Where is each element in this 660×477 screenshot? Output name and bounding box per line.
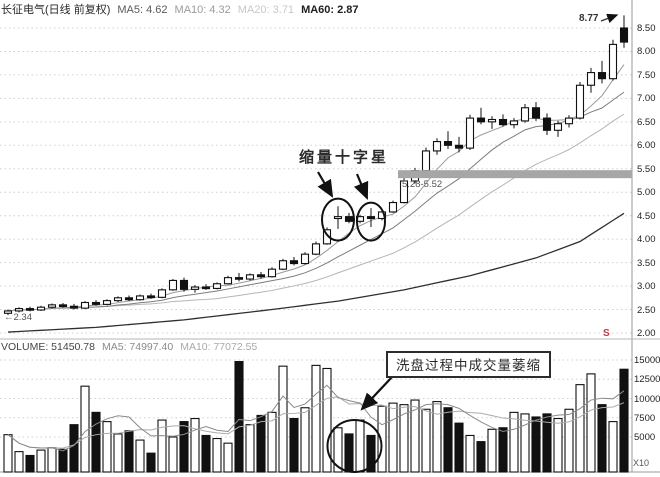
price-axis-tick: 4.50 bbox=[637, 210, 656, 222]
resistance-zone-bar bbox=[398, 170, 632, 179]
price-ma-lines bbox=[7, 64, 625, 333]
price-axis-tick: 8.00 bbox=[637, 46, 656, 58]
price-axis-tick: 6.50 bbox=[637, 116, 656, 128]
price-axis-tick: 7.50 bbox=[637, 69, 656, 81]
volume-axis-tick: 5000 bbox=[634, 432, 656, 443]
ma60-label: MA60: 2.87 bbox=[301, 4, 359, 16]
volume-axis-tick: 15000 bbox=[634, 355, 660, 366]
price-axis-tick: 2.50 bbox=[637, 304, 656, 316]
resistance-zone-label: 5.28-5.52 bbox=[402, 179, 443, 190]
volume-value-label: VOLUME: 51450.78 bbox=[1, 341, 95, 353]
ma10-label: MA10: 4.32 bbox=[174, 4, 231, 16]
volume-unit-label: X10 bbox=[633, 458, 650, 468]
ma20-label: MA20: 3.71 bbox=[237, 4, 295, 16]
volume-ma5-label: MA5: 74997.40 bbox=[101, 341, 174, 353]
price-axis-tick: 8.50 bbox=[637, 23, 656, 34]
washout-annotation-box: 洗盘过程中成交量萎缩 bbox=[386, 351, 551, 378]
price-axis-tick: 6.00 bbox=[637, 140, 656, 152]
price-axis-tick: 5.00 bbox=[637, 187, 656, 199]
price-axis-tick: 2.00 bbox=[637, 328, 656, 339]
high-price-label: 8.77 bbox=[579, 13, 599, 24]
volume-bars bbox=[3, 360, 629, 473]
price-axis-tick: 5.50 bbox=[637, 163, 656, 175]
low-price-label: ←2.34 bbox=[4, 312, 32, 323]
doji-annotation-label: 缩量十字星 bbox=[299, 149, 390, 166]
ma5-label: MA5: 4.62 bbox=[117, 4, 168, 16]
price-axis-tick: 4.00 bbox=[637, 234, 656, 246]
price-axis-tick: 3.00 bbox=[637, 281, 656, 293]
price-header: 长征电气(日线 前复权) MA5: 4.62 MA10: 4.32 MA20: 3.7… bbox=[1, 1, 366, 17]
volume-axis-tick: 12500 bbox=[634, 374, 660, 386]
volume-ma10-label: MA10: 77072.55 bbox=[180, 341, 258, 353]
volume-axis-tick: 7500 bbox=[634, 412, 656, 424]
volume-ma-lines bbox=[7, 384, 625, 452]
price-axis-tick: 3.50 bbox=[637, 257, 656, 269]
sell-signal-marker: S bbox=[603, 328, 610, 339]
stock-title: 长征电气(日线 前复权) bbox=[1, 4, 111, 16]
volume-axis-tick: 10000 bbox=[634, 393, 660, 405]
annotation-shapes bbox=[317, 13, 619, 473]
price-axis-tick: 7.00 bbox=[637, 93, 656, 105]
volume-header: VOLUME: 51450.78 MA5: 74997.40 MA10: 77072… bbox=[1, 341, 264, 353]
